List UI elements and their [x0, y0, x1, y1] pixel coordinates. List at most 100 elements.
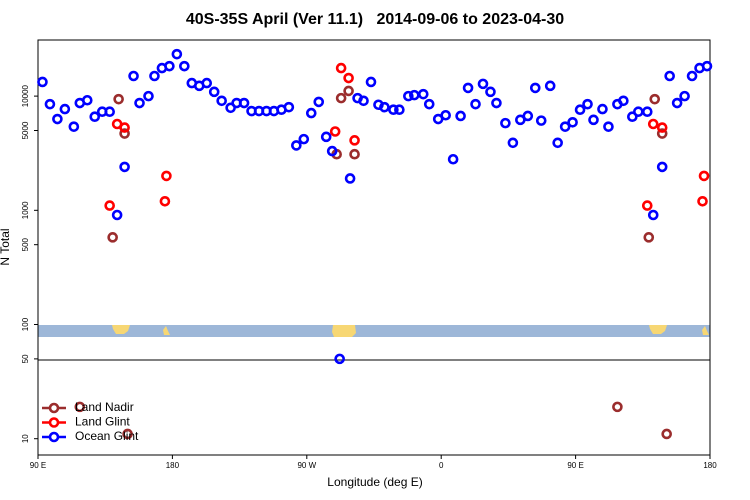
point: [597, 103, 608, 115]
point: [656, 161, 668, 173]
land-blob: [112, 325, 130, 334]
y-tick-label: 10: [21, 434, 30, 443]
point: [701, 60, 713, 72]
point: [403, 90, 414, 102]
point: [52, 113, 63, 125]
point: [641, 200, 653, 211]
x-axis-label: Longitude (deg E): [327, 475, 422, 489]
x-tick-label: 180: [166, 461, 180, 470]
point: [643, 232, 655, 243]
point: [283, 101, 295, 113]
point: [379, 101, 390, 113]
point: [627, 111, 638, 123]
point: [111, 209, 123, 221]
point: [661, 428, 672, 440]
point: [305, 107, 317, 119]
point: [81, 94, 93, 106]
land-blob: [702, 326, 709, 335]
point: [122, 428, 133, 440]
point: [238, 97, 250, 109]
point: [686, 70, 698, 82]
point: [394, 104, 405, 116]
point: [417, 88, 429, 100]
point: [552, 137, 563, 149]
point: [455, 110, 466, 122]
point: [535, 115, 547, 126]
point: [344, 173, 356, 184]
point: [134, 97, 145, 109]
legend-marker: [48, 431, 60, 443]
point: [104, 106, 115, 118]
point: [349, 135, 360, 146]
point: [522, 110, 534, 122]
x-tick-label: 0: [439, 461, 444, 470]
point: [656, 122, 668, 133]
x-tick-label: 180: [703, 461, 717, 470]
point: [612, 401, 623, 413]
point: [462, 82, 474, 94]
point: [343, 72, 354, 84]
point: [388, 104, 399, 116]
point: [74, 401, 86, 413]
point: [567, 116, 578, 128]
point: [647, 118, 659, 130]
legend-label: Land Glint: [75, 415, 130, 429]
x-tick-label: 90 W: [297, 461, 316, 470]
point: [119, 128, 130, 139]
point: [179, 60, 190, 72]
point: [59, 103, 71, 115]
point: [128, 70, 139, 82]
point: [664, 70, 675, 82]
point: [149, 70, 160, 82]
point: [649, 93, 661, 105]
point: [164, 60, 175, 72]
point: [633, 106, 644, 118]
point: [440, 109, 451, 121]
point: [500, 117, 511, 129]
legend-marker: [48, 417, 60, 428]
point: [529, 82, 541, 94]
point: [603, 121, 614, 132]
point: [320, 131, 332, 143]
y-axis-label: N Total: [0, 228, 12, 265]
chart-title: 40S-35S April (Ver 11.1) 2014-09-06 to 2…: [186, 11, 564, 28]
point: [143, 90, 154, 102]
point: [68, 121, 80, 132]
ocean-strip: [38, 325, 710, 337]
point: [656, 128, 668, 139]
point: [291, 140, 302, 151]
point: [119, 122, 130, 133]
point: [582, 98, 593, 110]
point: [107, 232, 118, 243]
point: [216, 95, 227, 107]
point: [343, 85, 354, 97]
point: [491, 97, 502, 109]
point: [37, 76, 48, 88]
point: [313, 96, 325, 108]
point: [335, 62, 347, 74]
x-tick-label: 90 E: [567, 461, 583, 470]
point: [485, 86, 496, 98]
point: [544, 80, 556, 92]
plot-frame: [37, 39, 711, 456]
point: [159, 195, 171, 207]
land-strip: [38, 325, 710, 337]
point: [334, 353, 345, 365]
y-tick-label: 10000: [21, 84, 30, 107]
point: [679, 90, 690, 102]
point: [477, 78, 489, 90]
x-tick-label: 90 E: [30, 461, 46, 470]
point: [358, 95, 369, 107]
point: [326, 145, 338, 157]
point: [588, 114, 599, 126]
legend-label: Ocean Glint: [75, 429, 139, 443]
point: [697, 195, 708, 207]
point: [365, 76, 377, 88]
point: [201, 77, 213, 89]
point: [698, 170, 710, 182]
legend-marker: [48, 402, 60, 414]
point: [559, 121, 571, 132]
land-blob: [332, 325, 356, 337]
point: [44, 98, 56, 110]
